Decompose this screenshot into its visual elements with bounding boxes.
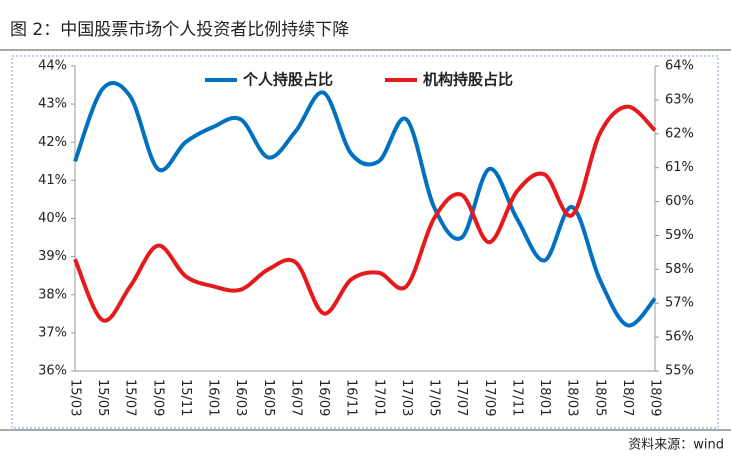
y-tick-label: 36% bbox=[38, 364, 67, 379]
x-tick-label: 18/01 bbox=[537, 379, 552, 416]
y2-tick-label: 56% bbox=[665, 330, 694, 345]
source: 资料来源：wind bbox=[628, 438, 724, 453]
y-tick-label: 40% bbox=[38, 211, 67, 226]
series-line bbox=[73, 104, 657, 323]
y2-tick-label: 61% bbox=[665, 160, 694, 175]
y2-tick-label: 62% bbox=[665, 126, 694, 141]
x-tick-label: 18/03 bbox=[565, 379, 580, 416]
x-tick-label: 18/07 bbox=[620, 379, 635, 416]
legend-label: 个人持股占比 bbox=[242, 71, 333, 89]
x-tick-label: 18/09 bbox=[648, 379, 663, 416]
y2-tick-label: 64% bbox=[665, 59, 694, 74]
x-tick-label: 16/07 bbox=[288, 379, 303, 416]
y-tick-label: 41% bbox=[38, 173, 67, 188]
x-tick-label: 17/11 bbox=[509, 379, 524, 416]
x-tick-label: 16/11 bbox=[344, 379, 359, 416]
x-tick-label: 15/05 bbox=[95, 379, 110, 416]
y-tick-label: 39% bbox=[38, 249, 67, 264]
y2-tick-label: 60% bbox=[665, 194, 694, 209]
x-tick-label: 18/05 bbox=[592, 379, 607, 416]
y-tick-label: 42% bbox=[38, 135, 67, 150]
x-tick-label: 15/03 bbox=[68, 379, 83, 416]
y2-tick-label: 55% bbox=[665, 364, 694, 379]
y2-tick-label: 63% bbox=[665, 92, 694, 107]
y2-tick-label: 57% bbox=[665, 296, 694, 311]
x-tick-label: 17/01 bbox=[371, 379, 386, 416]
x-tick-label: 16/03 bbox=[233, 379, 248, 416]
y2-tick-label: 58% bbox=[665, 262, 694, 277]
x-tick-label: 16/05 bbox=[261, 379, 276, 416]
series-line bbox=[73, 81, 657, 328]
y-tick-label: 43% bbox=[38, 97, 67, 112]
chart-title: 图 2：中国股票市场个人投资者比例持续下降 bbox=[10, 20, 349, 40]
x-tick-label: 17/09 bbox=[482, 379, 497, 416]
x-tick-label: 15/07 bbox=[123, 379, 138, 416]
y2-tick-label: 59% bbox=[665, 228, 694, 243]
x-tick-label: 15/09 bbox=[150, 379, 165, 416]
x-tick-label: 16/01 bbox=[206, 379, 221, 416]
x-tick-label: 17/05 bbox=[427, 379, 442, 416]
y-tick-label: 44% bbox=[38, 59, 67, 74]
x-tick-label: 15/11 bbox=[178, 379, 193, 416]
y-tick-label: 37% bbox=[38, 325, 67, 340]
plot-frame bbox=[11, 55, 719, 429]
y-tick-label: 38% bbox=[38, 287, 67, 302]
x-tick-label: 17/07 bbox=[454, 379, 469, 416]
legend-label: 机构持股占比 bbox=[423, 71, 513, 89]
x-tick-label: 16/09 bbox=[316, 379, 331, 416]
x-tick-label: 17/03 bbox=[399, 379, 414, 416]
